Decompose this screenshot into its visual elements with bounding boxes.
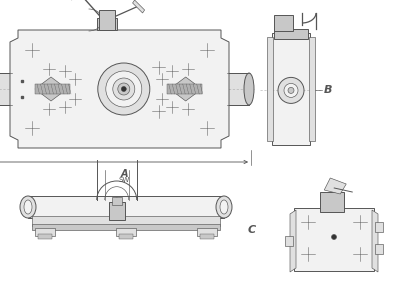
Bar: [285, 236, 293, 246]
Bar: [28, 196, 224, 218]
Circle shape: [118, 83, 130, 95]
Circle shape: [102, 20, 110, 28]
Bar: [32, 216, 220, 226]
Bar: [116, 228, 136, 236]
Circle shape: [98, 63, 150, 115]
Circle shape: [104, 16, 109, 20]
Text: SW: SW: [119, 177, 130, 183]
Bar: [98, 10, 114, 30]
Polygon shape: [35, 77, 67, 101]
Bar: [112, 197, 122, 205]
Ellipse shape: [216, 196, 232, 218]
Bar: [274, 29, 308, 39]
Polygon shape: [324, 178, 346, 194]
Text: A: A: [121, 169, 128, 179]
Bar: [0, 73, 14, 105]
Bar: [200, 234, 214, 239]
Ellipse shape: [20, 196, 36, 218]
Bar: [272, 33, 310, 145]
Circle shape: [332, 235, 336, 239]
Circle shape: [114, 198, 120, 204]
Circle shape: [48, 85, 56, 92]
Bar: [109, 202, 125, 220]
Circle shape: [288, 87, 294, 93]
Polygon shape: [294, 208, 374, 271]
Bar: [197, 228, 217, 236]
Ellipse shape: [220, 200, 228, 214]
Circle shape: [112, 205, 122, 215]
Circle shape: [327, 197, 337, 207]
Circle shape: [121, 86, 126, 92]
Text: B: B: [324, 85, 332, 95]
Bar: [375, 222, 383, 232]
Bar: [375, 244, 383, 254]
Ellipse shape: [244, 73, 254, 105]
Bar: [320, 192, 344, 212]
Bar: [309, 37, 315, 141]
Polygon shape: [372, 210, 378, 272]
Bar: [267, 37, 273, 141]
Bar: [274, 15, 293, 31]
Polygon shape: [170, 77, 202, 101]
Circle shape: [279, 19, 287, 27]
Bar: [97, 18, 117, 30]
Bar: [35, 84, 70, 94]
Circle shape: [181, 85, 188, 92]
Circle shape: [102, 13, 112, 23]
Circle shape: [113, 78, 135, 100]
Bar: [35, 228, 55, 236]
Ellipse shape: [24, 200, 32, 214]
Bar: [225, 73, 249, 105]
Bar: [119, 234, 133, 239]
Circle shape: [50, 88, 54, 91]
Bar: [32, 224, 220, 230]
Polygon shape: [290, 210, 296, 272]
Circle shape: [183, 88, 186, 91]
Circle shape: [106, 71, 142, 107]
Text: C: C: [248, 225, 256, 235]
Bar: [167, 84, 202, 94]
Circle shape: [278, 77, 304, 104]
Bar: [38, 234, 52, 239]
Circle shape: [284, 83, 298, 98]
Polygon shape: [133, 0, 145, 13]
Polygon shape: [10, 30, 229, 148]
